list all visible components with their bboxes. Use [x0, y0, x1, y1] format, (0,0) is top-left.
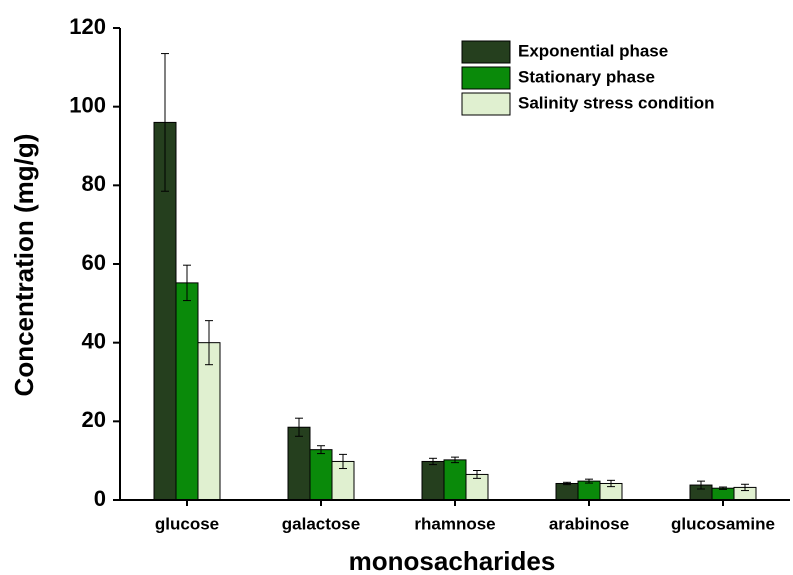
x-tick-label: glucosamine [671, 514, 775, 533]
x-tick-label: galactose [282, 514, 360, 533]
legend-swatch [461, 40, 511, 64]
legend-label: Salinity stress condition [518, 93, 715, 112]
x-tick-label: glucose [155, 514, 219, 533]
bar [421, 460, 445, 501]
bar [287, 426, 311, 501]
legend-label: Stationary phase [518, 67, 655, 86]
x-axis-title: monosacharides [349, 546, 556, 575]
bar [175, 282, 199, 501]
y-tick-label: 80 [82, 171, 106, 196]
y-axis-title: Concentration (mg/g) [9, 134, 39, 397]
y-tick-label: 40 [82, 328, 106, 353]
y-tick-label: 0 [94, 486, 106, 511]
y-tick-label: 100 [69, 92, 106, 117]
bar [577, 480, 601, 501]
y-tick-label: 60 [82, 250, 106, 275]
x-tick-label: rhamnose [414, 514, 495, 533]
legend-label: Exponential phase [518, 41, 668, 60]
bar [711, 487, 735, 501]
x-tick-label: arabinose [549, 514, 629, 533]
y-tick-label: 120 [69, 14, 106, 39]
legend-swatch [461, 92, 511, 116]
y-tick-label: 20 [82, 407, 106, 432]
bar [197, 342, 221, 501]
bar [555, 482, 579, 501]
bar [309, 449, 333, 501]
legend-swatch [461, 66, 511, 90]
bar [443, 459, 467, 501]
